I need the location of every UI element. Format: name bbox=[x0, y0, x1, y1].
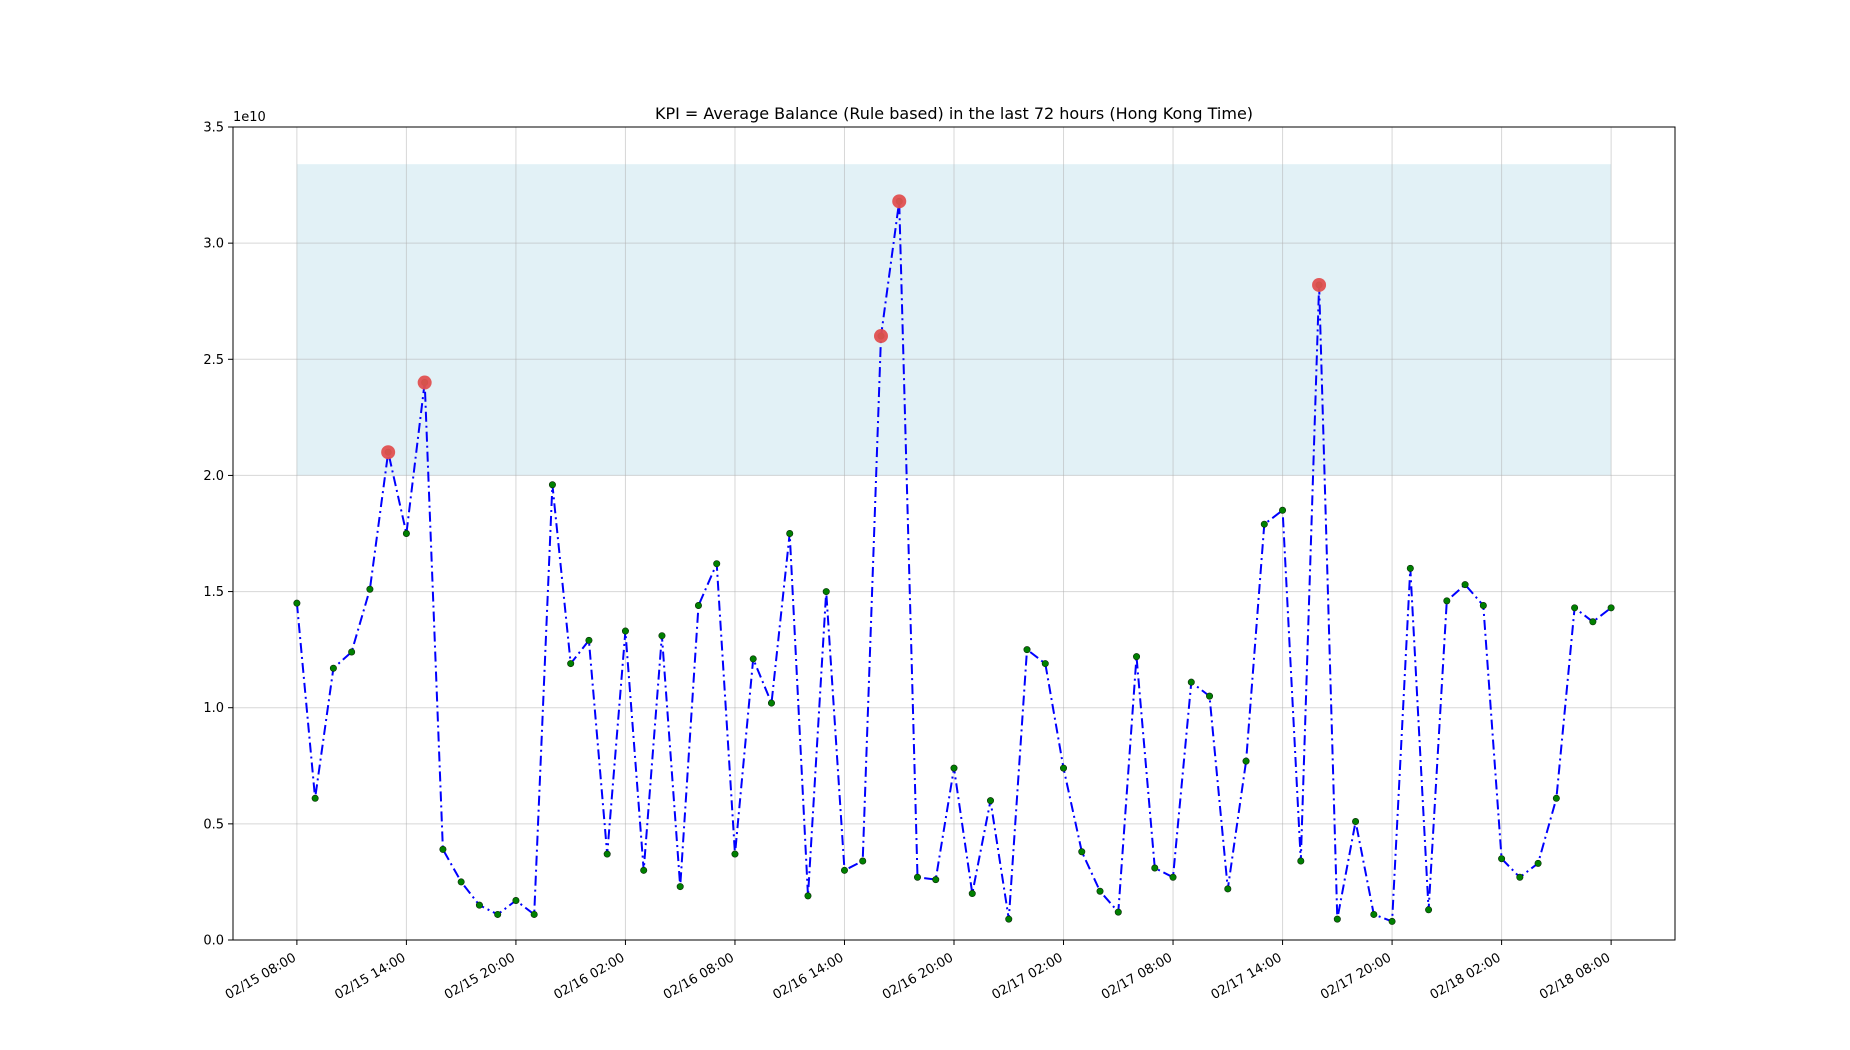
x-tick-label: 02/16 08:00 bbox=[661, 950, 737, 1003]
y-tick-label: 3.0 bbox=[203, 237, 224, 252]
data-point bbox=[1114, 908, 1122, 916]
x-tick-label: 02/18 08:00 bbox=[1537, 950, 1613, 1003]
x-tick-label: 02/16 20:00 bbox=[880, 950, 956, 1003]
data-point bbox=[1479, 602, 1487, 610]
data-point bbox=[1388, 917, 1396, 925]
y-tick-label: 1.5 bbox=[203, 585, 224, 600]
data-point bbox=[1607, 604, 1615, 612]
data-point bbox=[968, 890, 976, 898]
data-point bbox=[567, 660, 575, 668]
anomaly-point bbox=[892, 194, 907, 209]
data-point bbox=[731, 850, 739, 858]
x-tick-label: 02/17 14:00 bbox=[1209, 950, 1285, 1003]
data-point bbox=[1133, 653, 1141, 661]
chart-title: KPI = Average Balance (Rule based) in th… bbox=[655, 104, 1253, 123]
y-tick-label: 2.0 bbox=[203, 469, 224, 484]
data-point bbox=[1297, 857, 1305, 865]
x-tick-label: 02/17 20:00 bbox=[1318, 950, 1394, 1003]
data-point bbox=[1589, 618, 1597, 626]
y-tick-label: 0.5 bbox=[203, 817, 224, 832]
data-point bbox=[1516, 873, 1524, 881]
data-point bbox=[293, 599, 301, 607]
x-tick-label: 02/17 02:00 bbox=[990, 950, 1066, 1003]
data-point bbox=[1151, 864, 1159, 872]
data-point bbox=[1041, 660, 1049, 668]
data-point bbox=[640, 866, 648, 874]
data-point bbox=[329, 664, 337, 672]
x-tick-label: 02/18 02:00 bbox=[1428, 950, 1504, 1003]
data-point bbox=[1498, 855, 1506, 863]
data-point bbox=[1224, 885, 1232, 893]
x-tick-label: 02/17 08:00 bbox=[1099, 950, 1175, 1003]
data-point bbox=[1060, 764, 1068, 772]
y-tick-label: 0.0 bbox=[203, 934, 224, 949]
data-point bbox=[987, 797, 995, 805]
y-tick-label: 2.5 bbox=[203, 353, 224, 368]
y-exponent-label: 1e10 bbox=[233, 110, 266, 125]
x-tick-label: 02/15 14:00 bbox=[332, 950, 408, 1003]
data-point bbox=[1406, 564, 1414, 572]
y-tick-label: 3.5 bbox=[203, 121, 224, 136]
data-point bbox=[1096, 887, 1104, 895]
data-point bbox=[1461, 581, 1469, 589]
data-point bbox=[494, 910, 502, 918]
data-point bbox=[1352, 818, 1360, 826]
data-point bbox=[1005, 915, 1013, 923]
data-point bbox=[457, 878, 465, 886]
data-point bbox=[621, 627, 629, 635]
data-point bbox=[603, 850, 611, 858]
data-point bbox=[1023, 646, 1031, 654]
anomaly-point bbox=[381, 445, 396, 460]
data-point bbox=[1443, 597, 1451, 605]
data-point bbox=[1260, 520, 1268, 528]
anomaly-point bbox=[1312, 277, 1327, 292]
data-point bbox=[1078, 848, 1086, 856]
data-point bbox=[658, 632, 666, 640]
data-point bbox=[1187, 678, 1195, 686]
data-point bbox=[1333, 915, 1341, 923]
data-point bbox=[950, 764, 958, 772]
anomaly-point bbox=[873, 329, 888, 344]
data-point bbox=[402, 529, 410, 537]
data-point bbox=[932, 876, 940, 884]
data-point bbox=[1552, 794, 1560, 802]
data-point bbox=[348, 648, 356, 656]
data-point bbox=[1425, 906, 1433, 914]
x-tick-label: 02/15 20:00 bbox=[442, 950, 518, 1003]
data-point bbox=[804, 892, 812, 900]
data-point bbox=[713, 560, 721, 568]
data-point bbox=[767, 699, 775, 707]
data-point bbox=[749, 655, 757, 663]
data-point bbox=[366, 585, 374, 593]
x-tick-label: 02/16 14:00 bbox=[771, 950, 847, 1003]
data-point bbox=[1534, 859, 1542, 867]
data-point bbox=[1169, 873, 1177, 881]
data-point bbox=[694, 602, 702, 610]
data-point bbox=[585, 636, 593, 644]
x-tick-label: 02/15 08:00 bbox=[223, 950, 299, 1003]
data-point bbox=[512, 897, 520, 905]
data-point bbox=[439, 845, 447, 853]
data-point bbox=[530, 910, 538, 918]
y-tick-label: 1.0 bbox=[203, 701, 224, 716]
x-tick-label: 02/16 02:00 bbox=[551, 950, 627, 1003]
data-point bbox=[1370, 910, 1378, 918]
data-point bbox=[1242, 757, 1250, 765]
data-point bbox=[786, 529, 794, 537]
data-point bbox=[311, 794, 319, 802]
data-point bbox=[475, 901, 483, 909]
data-point bbox=[548, 481, 556, 489]
data-point bbox=[676, 883, 684, 891]
data-point bbox=[840, 866, 848, 874]
data-point bbox=[859, 857, 867, 865]
data-point bbox=[1206, 692, 1214, 700]
data-point bbox=[822, 588, 830, 596]
data-point bbox=[1571, 604, 1579, 612]
data-point bbox=[913, 873, 921, 881]
anomaly-point bbox=[417, 375, 432, 390]
data-point bbox=[1279, 506, 1287, 514]
